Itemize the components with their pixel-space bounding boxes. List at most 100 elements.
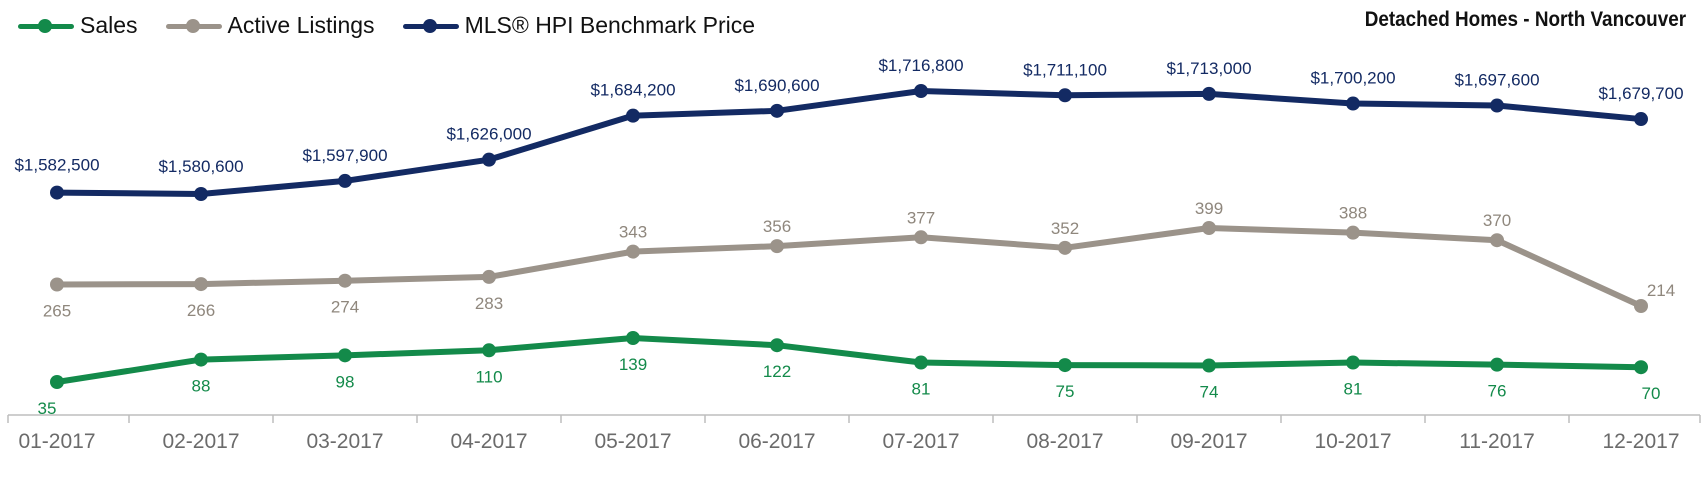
- data-point-hpi-benchmark-price: [338, 173, 352, 188]
- data-label-hpi-benchmark-price: $1,711,100: [1023, 60, 1107, 79]
- data-point-active-listings: [1634, 299, 1648, 313]
- x-tick-label: 02-2017: [162, 430, 239, 453]
- legend-swatch-hpi-benchmark-price: [402, 18, 459, 33]
- legend-label-hpi-benchmark-price: MLS® HPI Benchmark Price: [464, 12, 756, 38]
- data-point-active-listings: [1490, 233, 1504, 248]
- data-label-hpi-benchmark-price: $1,690,600: [734, 76, 819, 95]
- data-point-sales: [50, 375, 64, 389]
- data-label-sales: 139: [619, 355, 647, 374]
- x-tick-label: 11-2017: [1459, 430, 1535, 453]
- data-label-active-listings: 274: [331, 298, 359, 317]
- data-label-hpi-benchmark-price: $1,716,800: [878, 56, 963, 75]
- series-line-active-listings: [54, 225, 1644, 309]
- data-label-active-listings: 370: [1483, 211, 1511, 230]
- data-point-hpi-benchmark-price: [1346, 96, 1360, 111]
- chart-title: Detached Homes - North Vancouver: [1364, 8, 1686, 31]
- data-label-hpi-benchmark-price: $1,580,600: [158, 157, 243, 176]
- data-label-active-listings: 283: [475, 294, 503, 313]
- x-tick-label: 09-2017: [1170, 430, 1247, 453]
- data-label-active-listings: 265: [43, 301, 71, 320]
- data-point-hpi-benchmark-price: [770, 103, 784, 118]
- data-point-sales: [1634, 360, 1648, 375]
- data-point-active-listings: [338, 273, 352, 288]
- data-label-sales: 110: [475, 367, 502, 386]
- data-point-active-listings: [1202, 221, 1216, 235]
- data-label-sales: 70: [1642, 384, 1661, 403]
- chart-legend: Sales Active Listings MLS® HPI Benchmark…: [18, 12, 755, 39]
- data-point-active-listings: [1346, 225, 1360, 240]
- data-point-sales: [770, 338, 784, 353]
- data-point-hpi-benchmark-price: [626, 108, 640, 123]
- data-label-sales: 74: [1200, 383, 1219, 402]
- data-point-hpi-benchmark-price: [914, 84, 928, 98]
- x-tick-label: 05-2017: [594, 430, 671, 453]
- data-label-hpi-benchmark-price: $1,713,000: [1166, 59, 1251, 78]
- x-tick-label: 12-2017: [1602, 430, 1679, 453]
- data-point-hpi-benchmark-price: [194, 187, 208, 201]
- data-label-active-listings: 388: [1339, 204, 1367, 223]
- x-tick-label: 10-2017: [1314, 430, 1391, 453]
- data-label-hpi-benchmark-price: $1,684,200: [590, 81, 675, 100]
- data-point-hpi-benchmark-price: [50, 185, 64, 200]
- legend-item-hpi-benchmark-price: MLS® HPI Benchmark Price: [402, 12, 756, 39]
- legend-item-active-listings: Active Listings: [165, 12, 375, 39]
- data-point-hpi-benchmark-price: [1202, 86, 1216, 101]
- data-label-sales: 35: [38, 399, 57, 418]
- data-point-active-listings: [770, 239, 784, 254]
- legend-label-sales: Sales: [80, 12, 138, 38]
- x-tick-label: 08-2017: [1026, 430, 1103, 453]
- x-tick-label: 04-2017: [450, 430, 527, 453]
- series-line-sales: [54, 335, 1644, 385]
- legend-item-sales: Sales: [18, 12, 138, 39]
- data-label-sales: 81: [1344, 380, 1363, 399]
- data-point-sales: [626, 331, 640, 345]
- data-label-hpi-benchmark-price: $1,626,000: [446, 125, 531, 144]
- legend-label-active-listings: Active Listings: [227, 12, 375, 38]
- data-point-active-listings: [194, 277, 208, 292]
- data-point-active-listings: [626, 244, 640, 259]
- x-tick-label: 06-2017: [738, 430, 815, 453]
- data-point-active-listings: [1058, 240, 1072, 255]
- data-label-hpi-benchmark-price: $1,679,700: [1598, 84, 1683, 103]
- data-label-active-listings: 377: [907, 208, 935, 227]
- x-tick-label: 01-2017: [18, 430, 95, 453]
- data-label-active-listings: 266: [187, 301, 215, 320]
- data-label-sales: 98: [336, 372, 355, 391]
- data-point-hpi-benchmark-price: [1634, 112, 1648, 127]
- data-label-sales: 75: [1056, 382, 1075, 401]
- data-point-active-listings: [482, 269, 496, 284]
- data-label-sales: 88: [192, 377, 211, 396]
- data-point-hpi-benchmark-price: [1058, 88, 1072, 103]
- data-point-sales: [914, 355, 928, 370]
- series-line-hpi-benchmark-price: [54, 88, 1644, 197]
- data-point-active-listings: [50, 277, 64, 292]
- data-label-active-listings: 352: [1051, 219, 1079, 238]
- data-label-active-listings: 214: [1647, 281, 1675, 300]
- data-label-hpi-benchmark-price: $1,582,500: [14, 156, 99, 175]
- legend-swatch-active-listings: [165, 18, 222, 33]
- x-tick-label: 03-2017: [306, 430, 383, 453]
- data-label-hpi-benchmark-price: $1,597,900: [302, 146, 387, 165]
- data-point-sales: [482, 343, 496, 358]
- legend-swatch-sales: [18, 18, 74, 33]
- x-tick-label: 07-2017: [882, 430, 959, 453]
- data-label-active-listings: 356: [763, 217, 791, 236]
- data-label-active-listings: 343: [619, 223, 647, 242]
- data-label-sales: 122: [763, 362, 791, 381]
- data-label-hpi-benchmark-price: $1,700,200: [1310, 69, 1395, 88]
- data-label-sales: 81: [912, 380, 931, 399]
- data-label-sales: 76: [1488, 382, 1507, 401]
- data-point-sales: [1490, 357, 1504, 372]
- data-label-active-listings: 399: [1195, 199, 1223, 218]
- data-point-sales: [338, 348, 352, 363]
- data-point-sales: [1346, 355, 1360, 370]
- data-label-hpi-benchmark-price: $1,697,600: [1454, 71, 1539, 90]
- data-point-hpi-benchmark-price: [1490, 98, 1504, 113]
- data-point-sales: [194, 352, 208, 367]
- data-point-active-listings: [914, 230, 928, 245]
- data-point-sales: [1058, 358, 1072, 373]
- data-point-sales: [1202, 358, 1216, 373]
- data-point-hpi-benchmark-price: [482, 152, 496, 167]
